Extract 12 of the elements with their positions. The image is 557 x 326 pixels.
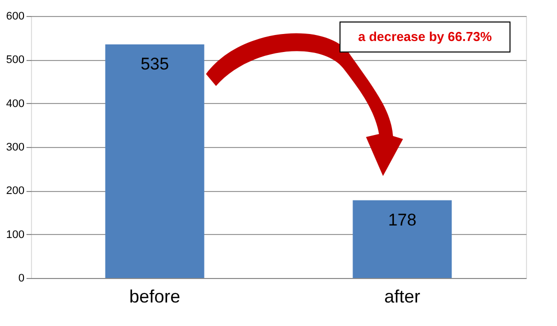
y-tick-label: 600 [6, 10, 24, 22]
y-tick-label: 100 [6, 228, 24, 241]
data-label: 535 [140, 54, 169, 74]
y-tick-label: 500 [6, 54, 24, 66]
y-tick-label: 300 [6, 142, 24, 154]
x-tick-label: after [384, 286, 420, 306]
y-tick-label: 200 [6, 185, 24, 198]
y-tick-label: 0 [18, 272, 24, 284]
x-tick-label: before [129, 286, 180, 306]
data-label: 178 [388, 210, 416, 230]
y-tick-label: 400 [6, 98, 24, 110]
annotation: a decrease by 66.73% [358, 29, 492, 44]
